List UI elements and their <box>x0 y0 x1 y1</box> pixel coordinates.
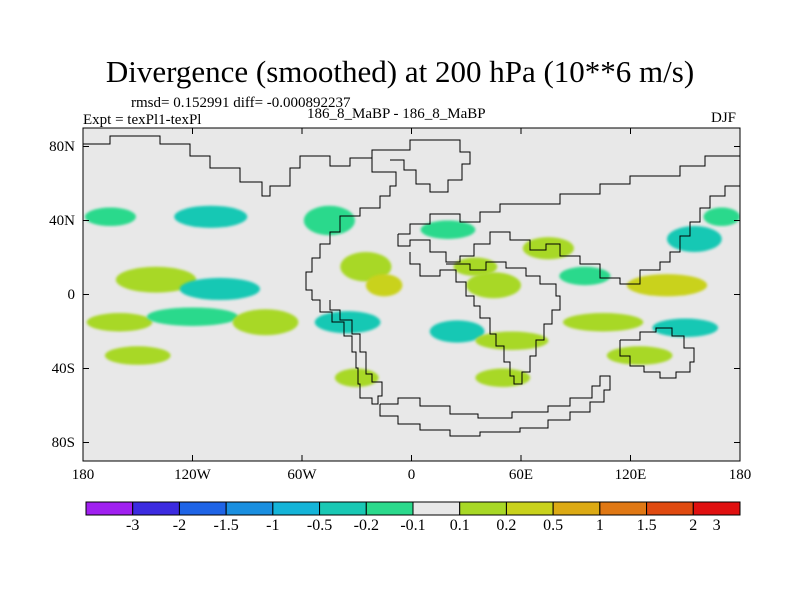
x-tick-label: 60E <box>508 467 534 483</box>
field-region-1 <box>123 218 189 241</box>
coastline-eurasia <box>398 155 740 235</box>
colorbar-box-3 <box>178 501 227 516</box>
colorbar-label: 1.5 <box>636 517 657 534</box>
colorbar-box-13 <box>646 501 694 516</box>
colorbar-box-7 <box>365 501 414 516</box>
field-region-8 <box>86 313 153 332</box>
colorbar-box-5 <box>272 501 321 516</box>
y-tick-label: 80N <box>49 138 75 155</box>
colorbar-box-1 <box>85 501 134 516</box>
colorbar-label: 1 <box>595 517 604 534</box>
field-region-12 <box>104 346 171 365</box>
y-tick-label: 40S <box>51 360 75 377</box>
field-region-24 <box>703 207 740 227</box>
field-region-18 <box>475 331 549 350</box>
coastline-antarctica <box>379 375 611 437</box>
colorbar-label: 0.1 <box>449 517 470 534</box>
y-tick-label: 80S <box>51 434 75 451</box>
colorbar-label: 0.5 <box>543 517 564 534</box>
field-region-23 <box>667 226 722 252</box>
coastline-australia <box>619 327 695 379</box>
field-region-9 <box>146 307 239 326</box>
field-region-29 <box>475 368 531 387</box>
coastline-south-america <box>312 299 383 405</box>
colorbar-label: -1.5 <box>213 517 239 534</box>
x-tick-label: 0 <box>407 467 416 483</box>
coastline-north-america <box>83 135 397 300</box>
field-region-3 <box>174 205 248 228</box>
colorbar-box-2 <box>132 501 180 516</box>
colorbar-label: 2 <box>689 517 698 534</box>
field-region-15 <box>420 220 476 239</box>
x-tick-label: 180 <box>71 467 95 483</box>
colorbar-label: 0.2 <box>496 517 517 534</box>
coastline-africa <box>409 252 561 385</box>
colorbar-box-4 <box>225 501 274 516</box>
field-region-13 <box>340 251 392 282</box>
colorbar-box-11 <box>552 501 601 516</box>
experiment-label: Expt = texPl1-texPl <box>83 112 202 128</box>
chart-title: Divergence (smoothed) at 200 hPa (10**6 … <box>105 54 695 89</box>
colorbar-label: -3 <box>126 517 140 534</box>
coastlines <box>83 135 740 437</box>
field-region-17 <box>429 320 485 343</box>
field-layer <box>84 198 740 387</box>
colorbar-box-12 <box>599 501 648 516</box>
colorbar-label: -0.2 <box>353 517 379 534</box>
field-region-26 <box>652 318 719 338</box>
colorbar-label: -0.1 <box>400 517 426 534</box>
x-tick-label: 60W <box>287 467 317 483</box>
runs-label: 186_8_MaBP - 186_8_MaBP <box>307 106 486 122</box>
coastline-greenland <box>371 139 471 193</box>
colorbar-box-14 <box>692 501 741 516</box>
field-region-25 <box>562 313 644 332</box>
field-region-28 <box>334 368 379 387</box>
colorbar-box-8 <box>412 501 461 516</box>
field-region-4 <box>256 198 293 225</box>
y-tick-label: 0 <box>67 286 76 303</box>
x-tick-label: 180 <box>728 467 752 483</box>
field-region-20 <box>522 237 574 260</box>
colorbar <box>85 501 741 516</box>
field-region-11 <box>314 311 381 334</box>
x-tick-label: 120W <box>174 467 211 483</box>
colorbar-label: -1 <box>266 517 280 534</box>
coastline-eurasia-south <box>397 185 740 285</box>
season-label: DJF <box>711 110 737 126</box>
colorbar-box-6 <box>319 501 367 516</box>
field-region-22 <box>626 274 708 297</box>
colorbar-label: 3 <box>712 517 721 534</box>
field-region-10 <box>232 309 299 336</box>
colorbar-label: -2 <box>172 517 187 534</box>
plot-background <box>83 128 740 461</box>
field-region-5 <box>303 205 355 236</box>
stats-text: rmsd= 0.152991 diff= -0.000892237 <box>131 95 351 111</box>
field-region-27 <box>606 346 673 365</box>
field-region-21 <box>559 266 611 286</box>
y-tick-label: 40N <box>49 212 75 229</box>
field-region-16 <box>466 272 521 299</box>
colorbar-label: -0.5 <box>306 517 333 534</box>
field-region-14 <box>365 274 403 297</box>
x-tick-label: 120E <box>614 467 647 483</box>
axis-ticks <box>82 128 741 461</box>
field-region-6 <box>115 266 197 293</box>
field-region-7 <box>179 277 261 301</box>
colorbar-box-10 <box>505 501 554 516</box>
field-region-2 <box>84 207 136 227</box>
colorbar-box-9 <box>459 501 507 516</box>
